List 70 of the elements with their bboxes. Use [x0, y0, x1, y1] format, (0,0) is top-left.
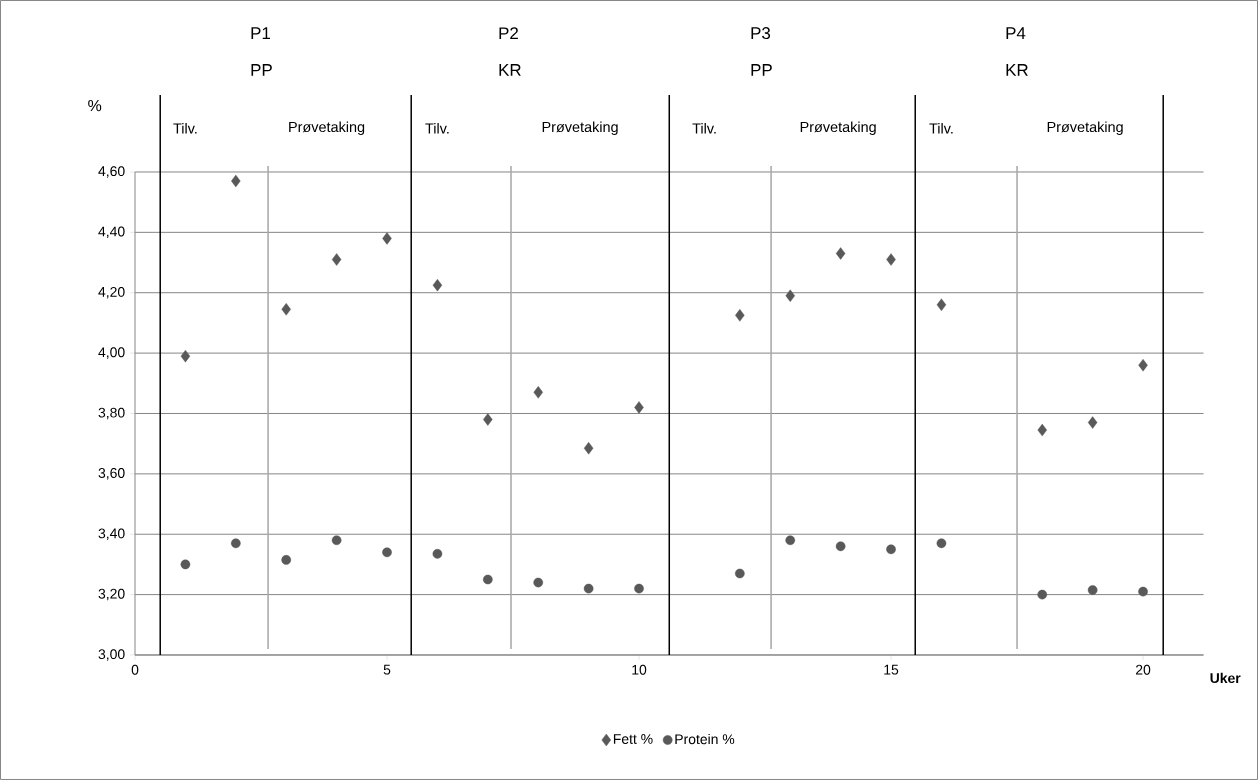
- point: [735, 568, 745, 579]
- point: [231, 538, 241, 549]
- y-tick-label: 4,20: [98, 286, 125, 299]
- text: P2: [499, 27, 518, 40]
- y-tick-label: 3,20: [98, 588, 125, 601]
- text: P1: [251, 27, 271, 39]
- x-axis-title: Uker: [1210, 672, 1241, 684]
- y-tick-label: 4,40: [98, 226, 125, 239]
- text: Prøvetaking: [800, 121, 876, 135]
- text: Prøvetaking: [542, 121, 618, 135]
- point: [1037, 423, 1047, 437]
- y-tick-label: 4,00: [98, 347, 125, 359]
- x-tick-label: 15: [884, 664, 899, 675]
- point: [835, 247, 846, 260]
- point: [382, 547, 392, 558]
- text: Tilv.: [692, 122, 716, 134]
- legend-label: Fett %: [613, 734, 653, 744]
- point: [583, 442, 594, 455]
- point: [936, 298, 947, 312]
- point: [180, 559, 191, 570]
- x-tick-label: 10: [632, 664, 647, 675]
- point: [886, 253, 896, 266]
- y-tick-label: 3,00: [98, 649, 125, 661]
- text: KR: [1006, 64, 1028, 76]
- x-tick-label: 5: [383, 664, 391, 675]
- point: [1087, 585, 1098, 595]
- text: PP: [251, 64, 272, 76]
- point: [886, 544, 896, 555]
- point: [483, 413, 493, 426]
- point: [483, 574, 493, 585]
- text: Tilv.: [173, 122, 197, 134]
- point: [533, 386, 543, 399]
- x-tick-label: 0: [131, 664, 139, 675]
- point: [936, 538, 947, 549]
- x-tick-label: 20: [1135, 664, 1151, 675]
- point: [634, 401, 644, 414]
- y-axis-title: %: [88, 99, 102, 112]
- point: [281, 303, 291, 316]
- point: [382, 232, 392, 245]
- point: [281, 555, 292, 565]
- point: [432, 549, 443, 559]
- point: [1138, 586, 1148, 597]
- point: [180, 349, 191, 363]
- y-tick-label: 3,40: [98, 528, 125, 540]
- y-tick-label: 3,60: [98, 468, 125, 480]
- point: [835, 541, 846, 552]
- text: Tilv.: [425, 122, 449, 134]
- text: P4: [1006, 27, 1026, 39]
- text: Tilv.: [929, 122, 953, 134]
- point: [331, 253, 342, 266]
- legend-label: Protein %: [675, 733, 735, 745]
- point: [785, 289, 795, 302]
- point: [735, 309, 745, 322]
- point: [1087, 416, 1098, 429]
- text: Prøvetaking: [289, 121, 365, 135]
- point: [432, 278, 443, 292]
- text: P3: [751, 27, 771, 40]
- text: KR: [499, 64, 521, 76]
- text: Prøvetaking: [1047, 121, 1123, 135]
- point: [1138, 358, 1148, 372]
- point: [231, 174, 241, 188]
- point: [634, 583, 644, 594]
- y-tick-label: 4,60: [98, 166, 125, 178]
- point: [583, 583, 594, 594]
- y-tick-label: 3,80: [98, 407, 125, 420]
- point: [785, 535, 796, 546]
- text: PP: [751, 64, 772, 76]
- point: [1037, 589, 1048, 600]
- point: [533, 577, 544, 588]
- point: [331, 535, 342, 546]
